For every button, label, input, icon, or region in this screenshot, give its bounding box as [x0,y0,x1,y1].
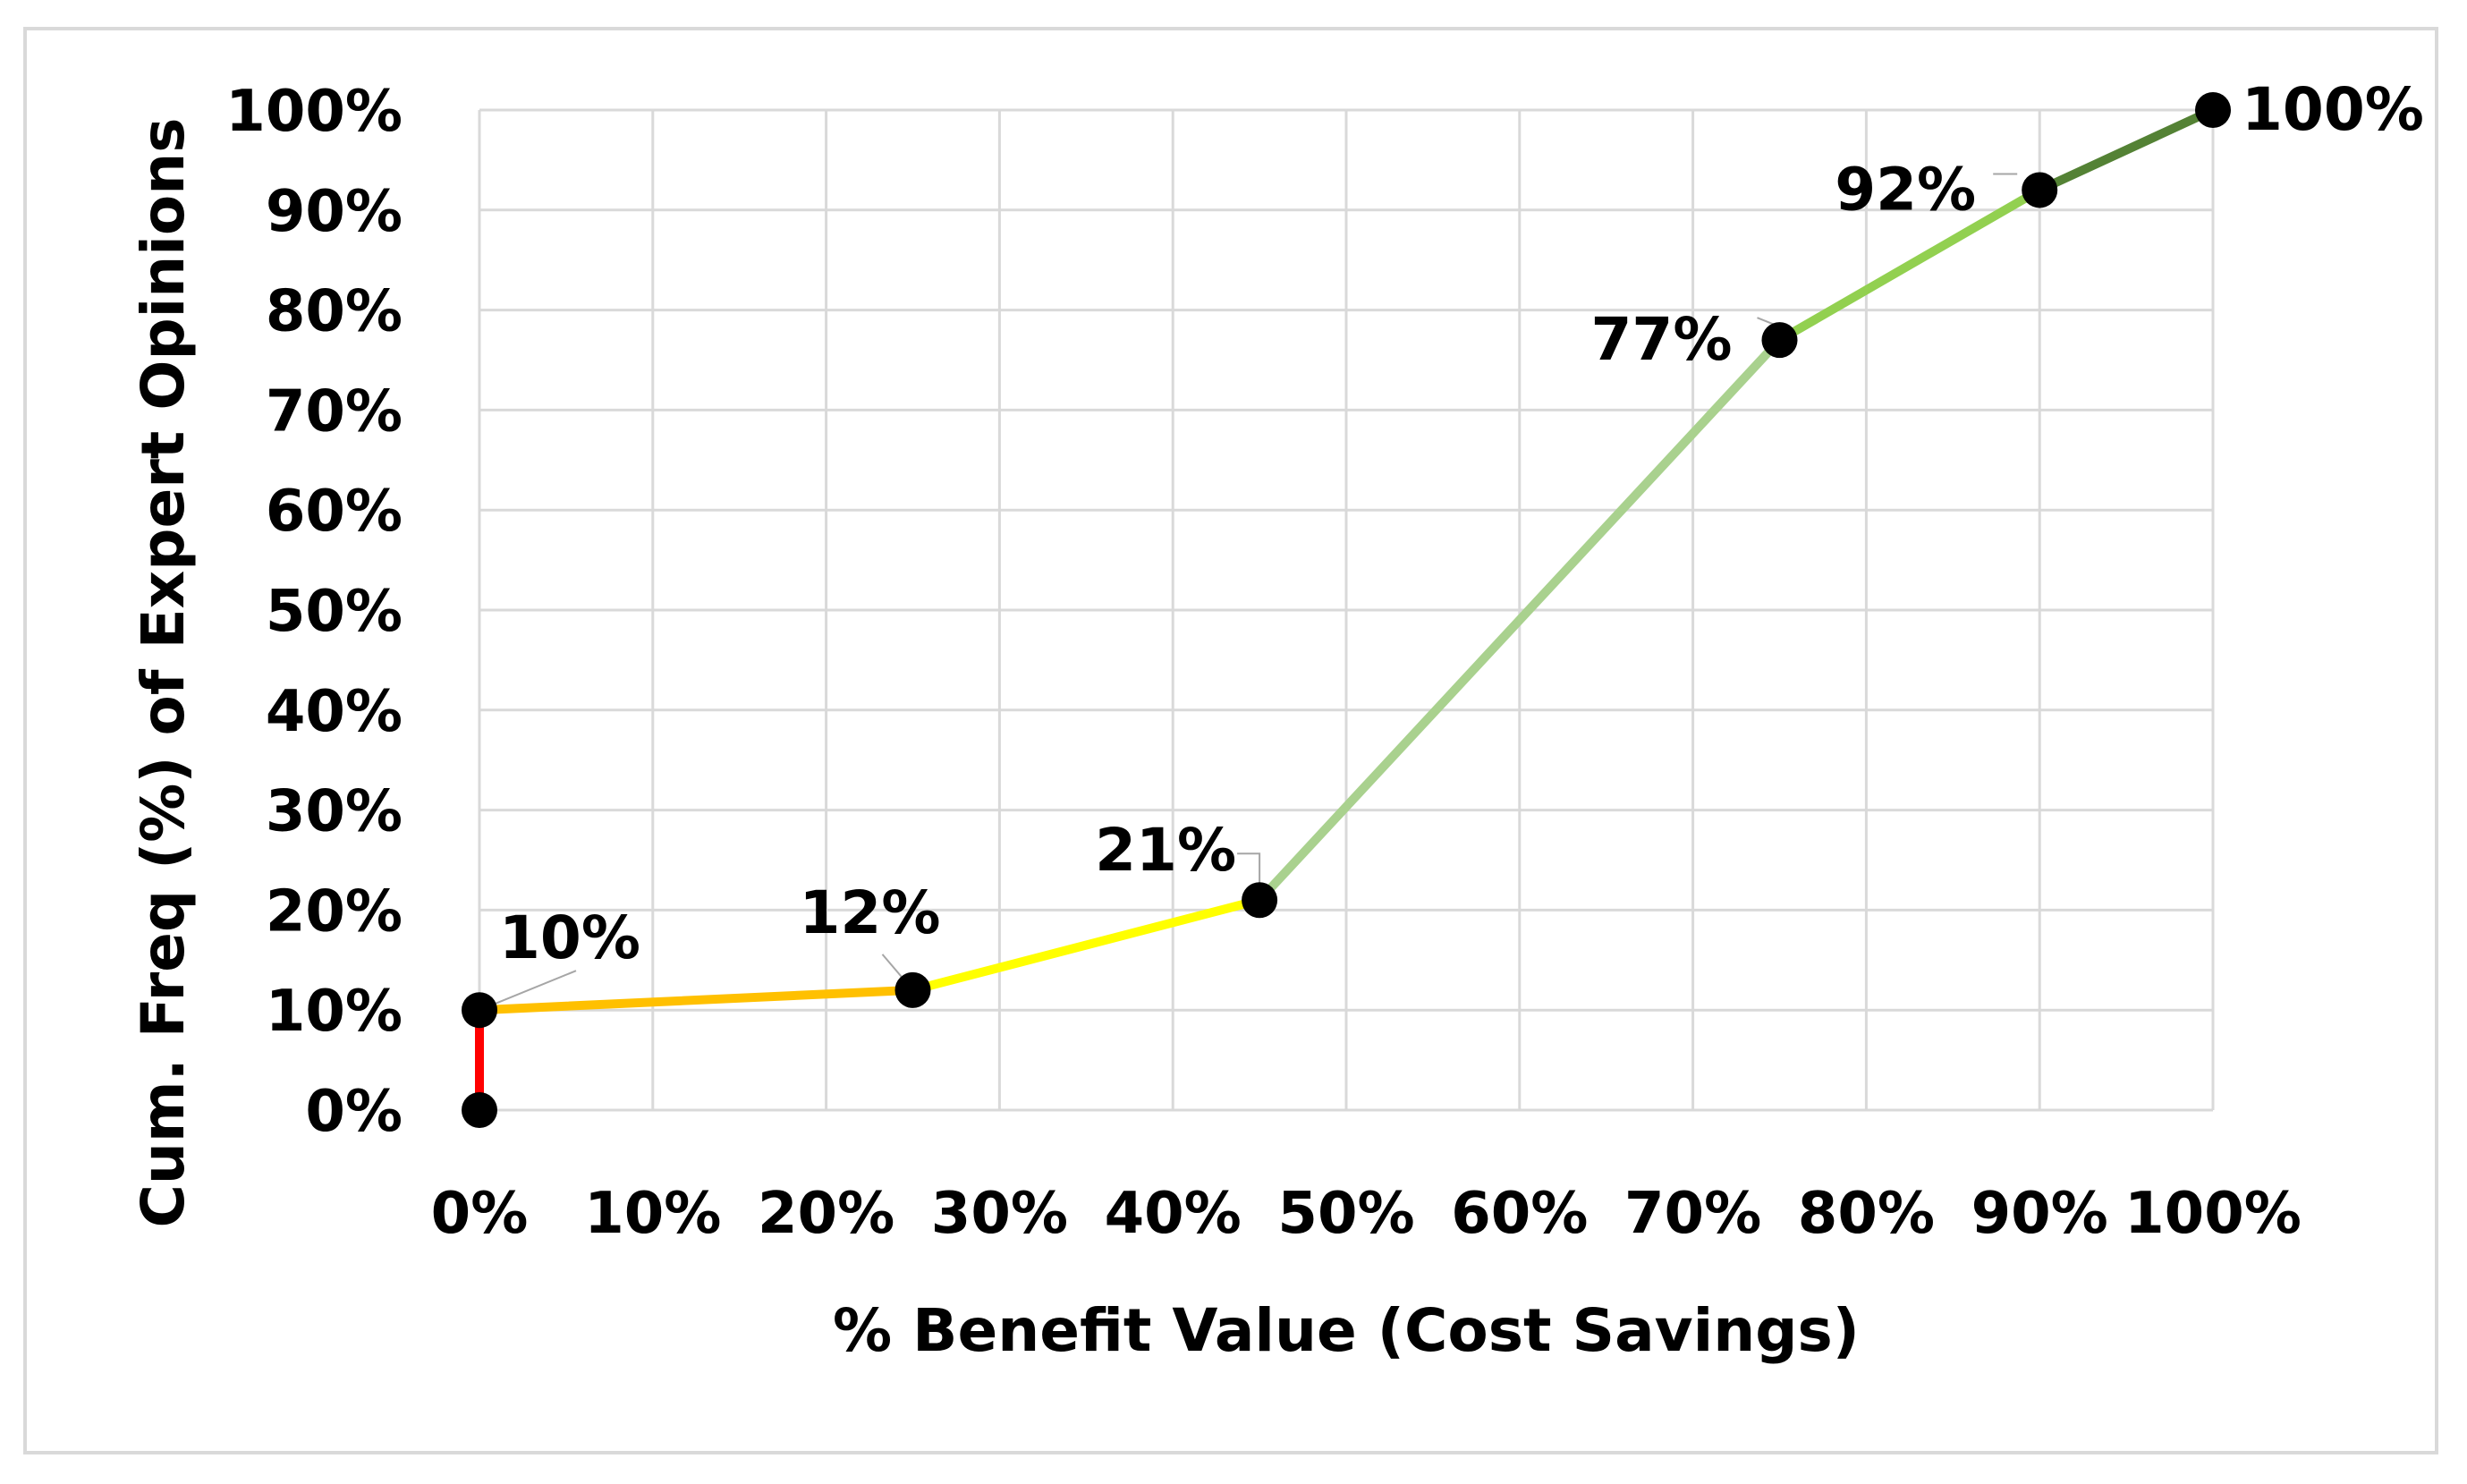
y-tick-label: 0% [305,1079,403,1145]
data-label: 10% [499,903,640,972]
y-tick-label: 90% [266,179,403,245]
x-tick-label: 60% [1451,1181,1588,1247]
series-segment [1255,335,1785,905]
data-label: 21% [1095,816,1236,885]
data-label: 92% [1835,155,1976,224]
series-line [475,106,2217,1115]
data-point [1761,322,1798,359]
y-tick-label: 100% [225,79,403,145]
y-tick-label: 80% [266,279,403,345]
data-label: 12% [800,878,941,947]
data-point [462,992,497,1029]
x-tick-label: 50% [1277,1181,1414,1247]
data-point [1242,882,1278,919]
x-axis-ticks: 0% 10% 20% 30% 40% 50% 60% 70% 80% 90% 100% [431,1181,2302,1247]
x-tick-label: 40% [1105,1181,1242,1247]
series-segment [1775,185,2045,345]
x-tick-label: 30% [931,1181,1068,1247]
y-tick-label: 40% [266,679,403,745]
grid-layer [478,108,2215,1112]
series-segment [475,985,918,1015]
data-point [462,1092,497,1128]
x-tick-label: 80% [1798,1181,1935,1247]
series-segment [908,895,1265,995]
y-tick-label: 20% [266,878,403,945]
data-point [894,971,931,1008]
series-segment [2035,106,2217,195]
label-leaders [479,173,2018,1012]
y-tick-label: 60% [266,479,403,545]
x-tick-label: 10% [584,1181,721,1247]
y-axis-title: Cum. Freq (%) of Expert Opinions [129,117,198,1227]
data-points [462,92,2231,1128]
y-tick-label: 30% [266,779,403,845]
x-axis-title: % Benefit Value (Cost Savings) [833,1296,1860,1365]
y-tick-label: 50% [266,579,403,645]
x-tick-label: 90% [1971,1181,2108,1247]
data-label: 77% [1591,305,1733,374]
data-labels: 10% 12% 21% 77% 92% 100% [499,75,2424,972]
data-point [2195,92,2231,128]
chart-frame [23,27,2438,1454]
x-tick-label: 100% [2124,1181,2302,1247]
data-point [2022,172,2058,208]
y-tick-label: 70% [266,378,403,445]
x-tick-label: 0% [431,1181,529,1247]
data-label: 100% [2242,75,2424,144]
y-tick-label: 10% [266,979,403,1045]
y-axis-ticks: 0% 10% 20% 30% 40% 50% 60% 70% 80% 90% 100% [225,79,403,1145]
x-tick-label: 70% [1624,1181,1761,1247]
x-tick-label: 20% [758,1181,894,1247]
